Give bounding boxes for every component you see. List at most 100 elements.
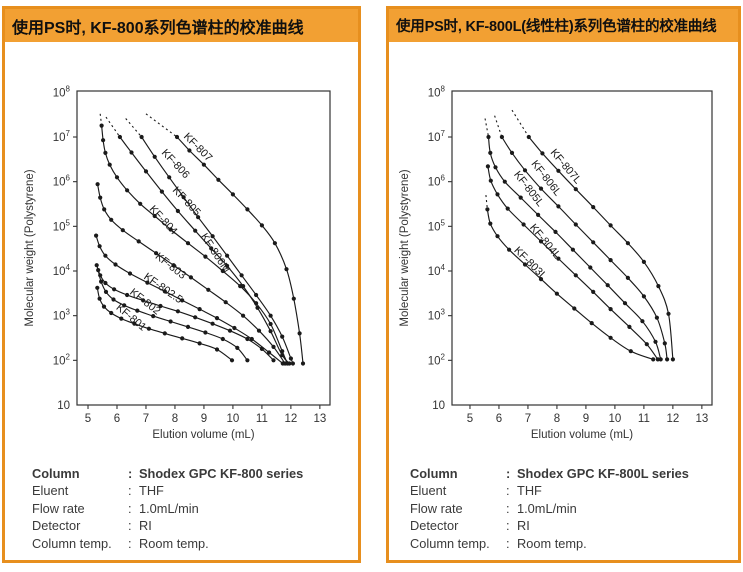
data-point [268,329,273,334]
info-row: Detector: RI [32,517,303,534]
data-point [522,168,528,173]
y-tick-label: 102 [428,352,446,367]
y-tick-label: 108 [53,84,71,99]
info-label: Column [410,466,458,481]
info-colon: : [506,518,510,534]
y-tick-label: 10 [57,400,70,412]
data-point [145,280,150,285]
info-label: Detector [32,518,81,534]
data-point [227,328,233,333]
y-tick-label: 108 [428,84,446,99]
data-point [220,268,225,274]
data-point [210,234,215,239]
info-colon: : [128,518,132,534]
data-point [238,284,243,289]
data-point [119,316,124,321]
x-tick-label: 12 [666,413,679,425]
data-point [120,228,125,233]
data-point [553,229,558,234]
data-point [223,300,228,305]
data-point [99,279,104,284]
data-point [206,287,211,292]
curve-label-KF-804L: KF-804L [527,222,563,261]
x-tick-label: 8 [554,413,560,425]
y-axis-title: Molecular weight (Polystyrene) [399,169,411,326]
info-label: Column [32,466,80,481]
info-value: RI [139,518,152,534]
x-tick-label: 5 [85,413,91,425]
data-point [245,358,250,363]
info-label: Eluent [410,483,447,499]
y-tick-label: 10 [432,400,445,412]
data-point [488,178,493,183]
data-point [132,321,137,326]
column-conditions-kf800: Column: Shodex GPC KF-800 series Eluent: TH… [32,465,303,552]
curve-label-KF-806: KF-806 [159,147,192,181]
data-point [103,280,108,286]
data-point [171,263,176,268]
info-label: Detector [410,518,459,534]
data-point [245,336,250,342]
data-point [193,228,198,233]
data-point [98,195,103,200]
data-point [122,303,127,308]
info-row: Eluent: THF [32,482,303,499]
x-tick-label: 12 [284,413,297,425]
data-point [180,336,185,341]
data-point [499,134,504,140]
data-point [280,353,285,358]
data-point [486,134,491,140]
data-point [187,148,192,153]
panel-title-kf800l: 使用PS时, KF-800L(线性柱)系列色谱柱的校准曲线 [389,9,738,42]
data-point [185,324,191,329]
data-point [536,212,541,217]
data-point [125,292,130,298]
data-point [538,239,544,244]
data-point [162,331,167,336]
data-point [225,253,230,258]
y-axis: 108 107 106 105 104 103 102 10 [428,84,452,412]
y-tick-label: 107 [53,129,71,144]
data-point [175,208,180,214]
data-point [591,240,596,245]
data-point [175,309,180,314]
data-point [109,217,114,222]
data-point [129,150,134,155]
x-tick-label: 6 [114,413,120,425]
data-point [235,345,240,350]
info-colon: : [128,466,133,481]
data-point [259,223,264,228]
data-point [241,313,246,318]
data-point [95,285,100,290]
data-point [168,319,173,324]
data-point [488,221,493,226]
data-point [117,134,122,140]
y-tick-label: 103 [53,308,71,323]
info-colon: : [128,535,132,551]
data-point [622,301,628,306]
data-point [625,241,630,246]
data-point [538,277,544,282]
data-point [94,233,99,238]
data-point [158,303,163,309]
data-point [268,321,273,327]
data-point [625,275,630,280]
x-tick-label: 7 [143,413,149,425]
plot-frame [451,90,713,406]
data-point [297,331,302,336]
data-point [640,319,645,324]
curve-label-KF-803L: KF-803L [511,245,549,283]
data-point [666,311,671,316]
x-tick-label: 11 [638,413,650,425]
info-colon: : [506,535,510,551]
info-row: Column: Shodex GPC KF-800L series [410,465,689,482]
data-point [288,356,293,361]
data-point [113,262,118,267]
data-point [101,304,107,309]
info-colon: : [506,466,511,481]
curve-KF-803L [486,209,654,360]
panel-title-kf800: 使用PS时, KF-800系列色谱柱的校准曲线 [5,9,358,42]
x-tick-label: 7 [525,413,531,425]
data-point [154,251,159,256]
series-KF-804L: KF-804L [485,164,660,362]
